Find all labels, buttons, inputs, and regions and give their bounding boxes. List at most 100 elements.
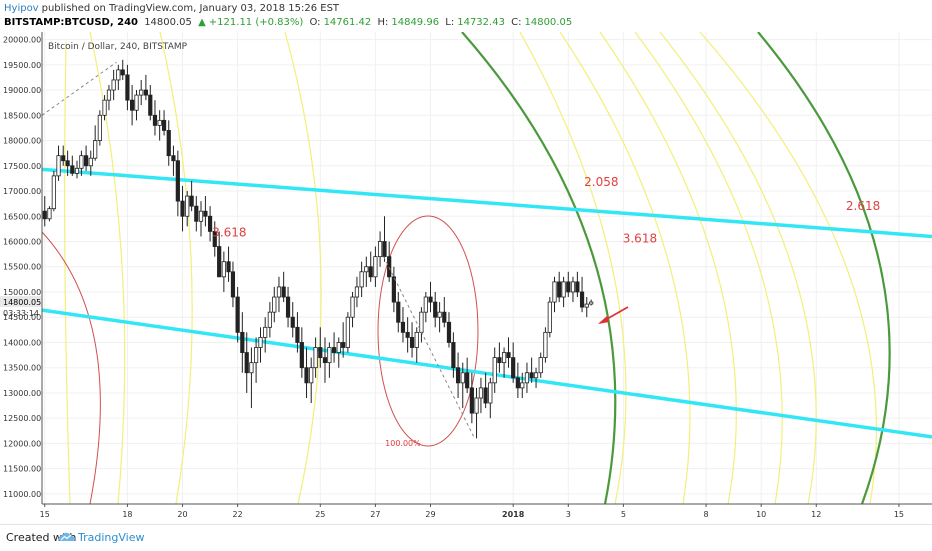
ohlc-line: BITSTAMP:BTCUSD, 240 14800.05 ▲ +121.11 (… [4, 17, 575, 28]
current-price-tag: 14800.05 03:33:14 [0, 296, 41, 318]
fib-arc [519, 32, 627, 504]
candle [469, 372, 474, 424]
candle-body [511, 357, 516, 379]
price-tick-label: 11000.00 [3, 490, 41, 499]
last-price: 14800.05 [144, 17, 192, 28]
candle [65, 150, 70, 176]
chart-legend: Bitcoin / Dollar, 240, BITSTAMP [48, 42, 188, 52]
candle-body [102, 99, 107, 116]
candle [584, 297, 589, 318]
candle [152, 100, 158, 136]
candle [198, 201, 204, 237]
candle-body [557, 281, 562, 298]
candle-body [570, 281, 576, 293]
candle-body [148, 94, 153, 116]
red-fib-circle [377, 215, 479, 447]
tradingview-cloud-icon [58, 532, 76, 541]
candle-body [152, 114, 158, 126]
price-tag-value: 14800.05 [3, 298, 41, 307]
candle [506, 337, 511, 368]
candle [455, 352, 461, 398]
low-label: L: [445, 17, 455, 28]
candle-body [368, 266, 373, 278]
time-axis[interactable]: 15 18 20 22 25 27 29 2018 3 5 8 10 12 15 [40, 504, 904, 519]
candle [543, 327, 548, 363]
time-tick-label: 20 [177, 510, 187, 519]
candle [97, 110, 102, 146]
author-link[interactable]: Hyipov [4, 3, 39, 14]
candle-body [373, 256, 378, 278]
candle [217, 231, 222, 278]
candle [102, 95, 107, 121]
time-tick-label: 5 [621, 510, 626, 519]
candle-body [212, 231, 217, 247]
price-axis[interactable]: 20000.00 19500.00 19000.00 18500.00 18000.00… [3, 36, 41, 499]
candle-body [143, 89, 148, 96]
candle-body [405, 331, 410, 338]
candle [148, 85, 153, 121]
candle [382, 216, 387, 262]
candle-body [198, 210, 204, 222]
candle-body [533, 372, 539, 379]
price-chart[interactable]: 3.618 2.058 3.618 2.618 100.00% 20000.00 1950… [0, 32, 932, 524]
low-value: 14732.43 [457, 17, 505, 28]
close-value: 14800.05 [524, 17, 573, 28]
candle-body [42, 210, 47, 220]
candle-body [341, 342, 346, 348]
candle-body [106, 89, 112, 101]
candle [221, 251, 226, 292]
candle-body [575, 281, 580, 293]
price-tick-label: 13500.00 [3, 364, 41, 373]
candle [409, 322, 415, 358]
price-tick-label: 16500.00 [3, 212, 41, 221]
candle [515, 362, 520, 398]
candle [359, 261, 364, 298]
candle-body [175, 160, 180, 202]
candle [529, 357, 534, 383]
fib-arc [599, 32, 737, 504]
created-with-text: Created with [6, 531, 77, 544]
candle-body [51, 175, 56, 210]
candle [244, 332, 249, 393]
chart-header: Hyipov published on TradingView.com, Janu… [0, 0, 932, 32]
price-tick-label: 17500.00 [3, 162, 41, 171]
red-arrow-annotation [598, 306, 629, 324]
time-tick-label: 18 [122, 510, 132, 519]
candle [446, 312, 452, 348]
candle [377, 231, 383, 267]
candle [570, 276, 576, 303]
price-tick-label: 19000.00 [3, 86, 41, 95]
candle [331, 332, 337, 363]
fib-level-label: 3.618 [623, 232, 657, 246]
price-tick-label: 19500.00 [3, 61, 41, 70]
candle [400, 307, 406, 343]
candle [272, 286, 277, 323]
candle-body [579, 291, 585, 308]
tradingview-link[interactable]: TradingView [78, 531, 145, 544]
candle [70, 155, 75, 176]
candle [106, 85, 112, 111]
time-tick-label: 12 [811, 510, 821, 519]
candle [263, 317, 268, 353]
candle-body [120, 69, 125, 76]
candle-body [501, 352, 507, 364]
candle-body [295, 326, 300, 343]
open-label: O: [309, 17, 321, 28]
candle-body [331, 347, 337, 353]
candle-body [207, 215, 213, 232]
candle-body [387, 256, 392, 278]
candle [299, 327, 304, 378]
candle-body [244, 352, 249, 374]
candle-body [116, 69, 121, 81]
price-tick-label: 18500.00 [3, 111, 41, 120]
candle-body [354, 286, 360, 298]
price-tag-box [0, 296, 41, 308]
candle [120, 59, 125, 80]
candle-body [83, 155, 89, 167]
published-text: published on TradingView.com, January 03… [41, 3, 340, 14]
price-tick-label: 20000.00 [3, 36, 41, 45]
fib-arc [699, 32, 877, 504]
candle-body [460, 372, 465, 384]
countdown-timer: 03:33:14 [3, 309, 39, 318]
time-tick-label: 27 [370, 510, 380, 519]
